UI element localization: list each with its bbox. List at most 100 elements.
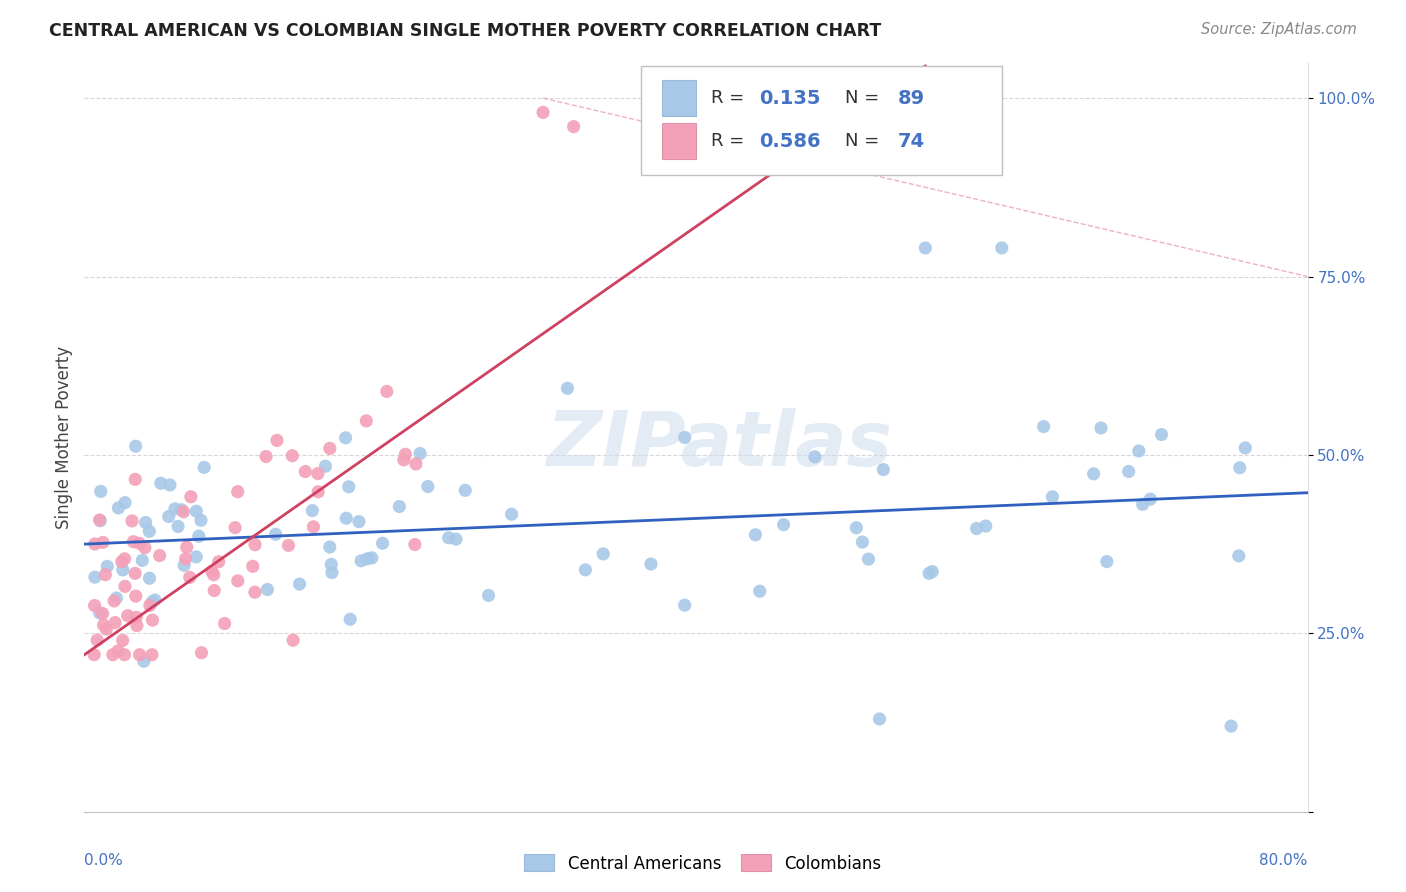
Text: Source: ZipAtlas.com: Source: ZipAtlas.com	[1201, 22, 1357, 37]
Point	[101, 648, 124, 662]
Point	[307, 467, 329, 481]
Legend: Central Americans, Colombians: Central Americans, Colombians	[517, 847, 889, 880]
Point	[243, 538, 266, 552]
Point	[592, 547, 614, 561]
Point	[256, 582, 278, 597]
Bar	[662, 123, 696, 159]
Point	[149, 476, 172, 491]
Point	[858, 552, 880, 566]
Point	[375, 384, 398, 399]
Point	[159, 478, 181, 492]
Point	[83, 648, 105, 662]
Point	[187, 529, 209, 543]
Text: 74: 74	[898, 132, 925, 151]
Point	[111, 563, 134, 577]
Point	[337, 480, 360, 494]
Point	[350, 554, 373, 568]
Point	[141, 595, 163, 609]
Text: 0.586: 0.586	[759, 132, 821, 151]
Point	[266, 434, 288, 448]
Point	[114, 551, 136, 566]
Point	[264, 527, 287, 541]
Point	[294, 465, 316, 479]
Point	[557, 381, 579, 395]
Point	[1040, 490, 1063, 504]
Text: 0.0%: 0.0%	[84, 853, 124, 868]
Point	[921, 565, 943, 579]
Text: 89: 89	[898, 89, 925, 108]
Point	[104, 615, 127, 630]
Point	[1220, 719, 1243, 733]
Point	[405, 457, 427, 471]
Point	[974, 519, 997, 533]
Point	[170, 502, 193, 516]
Point	[190, 646, 212, 660]
Point	[501, 507, 523, 521]
Point	[226, 574, 249, 588]
Point	[281, 633, 304, 648]
Point	[444, 532, 467, 546]
Point	[90, 484, 112, 499]
Point	[1032, 419, 1054, 434]
Point	[114, 496, 136, 510]
Point	[302, 520, 325, 534]
Point	[117, 608, 139, 623]
Point	[89, 514, 111, 528]
Point	[409, 446, 432, 460]
Point	[176, 540, 198, 554]
Point	[1083, 467, 1105, 481]
Point	[360, 550, 382, 565]
Point	[89, 606, 111, 620]
Point	[83, 599, 105, 613]
Point	[224, 521, 246, 535]
Point	[226, 484, 249, 499]
Point	[1139, 492, 1161, 507]
Point	[125, 589, 148, 603]
Point	[91, 535, 114, 549]
FancyBboxPatch shape	[641, 66, 1002, 175]
Text: R =: R =	[710, 89, 749, 107]
Point	[167, 519, 190, 533]
Point	[1132, 497, 1154, 511]
Point	[180, 490, 202, 504]
Point	[356, 414, 378, 428]
Point	[124, 472, 146, 486]
Point	[193, 460, 215, 475]
Point	[1150, 427, 1173, 442]
Point	[673, 598, 696, 612]
Point	[128, 536, 150, 550]
Text: 80.0%: 80.0%	[1260, 853, 1308, 868]
Point	[132, 654, 155, 668]
Point	[254, 450, 277, 464]
Point	[128, 648, 150, 662]
Point	[174, 551, 197, 566]
Point	[991, 241, 1014, 255]
Point	[93, 618, 115, 632]
Point	[190, 513, 212, 527]
Text: N =: N =	[845, 132, 886, 150]
Point	[138, 571, 160, 585]
Point	[121, 514, 143, 528]
Point	[918, 566, 941, 581]
Point	[277, 538, 299, 552]
Point	[388, 500, 411, 514]
Point	[319, 442, 342, 456]
Point	[416, 479, 439, 493]
Point	[339, 612, 361, 626]
Point	[966, 522, 988, 536]
Point	[214, 616, 236, 631]
Point	[392, 453, 415, 467]
Point	[138, 524, 160, 539]
Point	[186, 549, 208, 564]
Point	[149, 549, 172, 563]
Point	[1118, 465, 1140, 479]
Point	[851, 535, 873, 549]
Point	[772, 517, 794, 532]
Point	[356, 551, 378, 566]
Point	[404, 537, 426, 551]
Point	[1229, 460, 1251, 475]
Point	[111, 633, 134, 648]
Bar	[662, 80, 696, 116]
Point	[89, 513, 111, 527]
Point	[122, 534, 145, 549]
